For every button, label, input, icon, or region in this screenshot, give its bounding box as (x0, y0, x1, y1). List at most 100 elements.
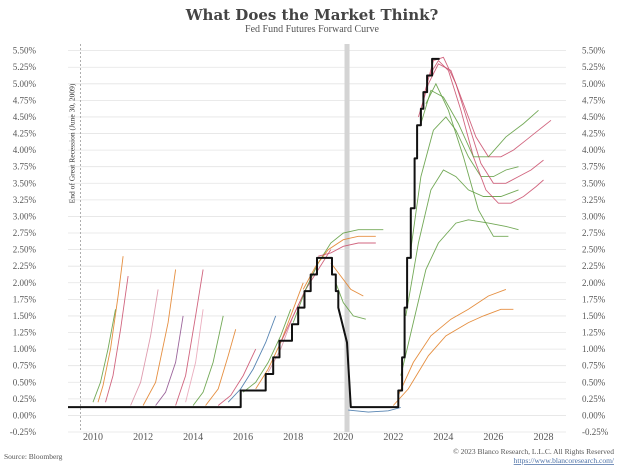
y-tick-label-right: 1.00% (582, 344, 606, 354)
x-tick-label: 2020 (333, 432, 353, 443)
forward-curve-line (335, 282, 366, 320)
y-tick-label-right: 4.25% (582, 129, 606, 139)
forward-curve-line (302, 235, 376, 290)
y-tick-label-right: -0.25% (582, 427, 609, 437)
x-tick-label: 2016 (233, 432, 253, 443)
y-tick-label-right: 0.75% (582, 361, 606, 371)
chart-subtitle: Fed Fund Futures Forward Curve (245, 24, 379, 35)
forward-curve-line (185, 309, 204, 403)
forward-curve-line (130, 289, 159, 406)
y-tick-label-right: 5.00% (582, 79, 606, 89)
copyright-note: © 2023 Blanco Research, L.L.C. All Right… (453, 447, 614, 456)
forward-curve-line (205, 329, 237, 406)
forward-curve-line (142, 269, 177, 406)
forward-curves (92, 56, 552, 413)
y-tick-label-right: 1.75% (582, 294, 606, 304)
forward-curve-line (217, 348, 257, 406)
y-tick-label-right: 4.50% (582, 112, 606, 122)
y-tick-label-right: 2.00% (582, 278, 606, 288)
y-tick-label-left: 0.00% (13, 410, 37, 420)
y-tick-label-right: 5.50% (582, 46, 606, 56)
x-tick-label: 2026 (483, 432, 503, 443)
forward-curve-line (425, 82, 509, 237)
vertical-markers (80, 44, 350, 432)
covid-marker-band (344, 44, 350, 432)
forward-curve-line (420, 89, 539, 158)
y-tick-label-left: 4.75% (13, 95, 37, 105)
forward-curve-line (242, 309, 292, 393)
forward-curve-line (428, 59, 544, 204)
recession-annotation: End of Great Recession (June 30, 2009) (68, 83, 77, 203)
x-tick-label: 2028 (533, 432, 553, 443)
x-tick-label: 2018 (283, 432, 303, 443)
forward-curve-line (422, 56, 544, 184)
y-tick-label-right: 3.00% (582, 211, 606, 221)
y-tick-label-right: 5.25% (582, 62, 606, 72)
y-tick-label-right: 2.75% (582, 228, 606, 238)
y-tick-label-left: 3.00% (13, 211, 37, 221)
fed-funds-actual (68, 57, 440, 409)
y-tick-label-right: 3.75% (582, 162, 606, 172)
forward-curve-line (227, 315, 277, 403)
y-tick-label-right: 0.50% (582, 377, 606, 387)
forward-curve-line (92, 309, 116, 403)
y-tick-label-left: 1.75% (13, 294, 37, 304)
forward-curve-line (410, 116, 519, 250)
y-tick-label-left: 4.25% (13, 129, 37, 139)
forward-curve-line (292, 229, 384, 323)
source-note: Source: Bloomberg (4, 452, 63, 461)
y-tick-label-right: 1.25% (582, 328, 606, 338)
x-tick-label: 2014 (183, 432, 203, 443)
gridlines (68, 50, 566, 433)
source-url[interactable]: https://www.blancoresearch.com/ (514, 456, 615, 465)
x-tick-label: 2010 (83, 432, 103, 443)
x-tick-label: 2022 (383, 432, 403, 443)
forward-curve-line (155, 315, 184, 406)
y-tick-label-left: 1.50% (13, 311, 37, 321)
y-tick-label-right: 2.50% (582, 245, 606, 255)
forward-curve-line (405, 169, 519, 316)
forward-curve-line (392, 308, 514, 406)
chart-title: What Does the Market Think? (185, 6, 439, 24)
y-tick-label-left: 2.75% (13, 228, 37, 238)
y-tick-label-left: 2.00% (13, 278, 37, 288)
y-tick-label-right: 3.25% (582, 195, 606, 205)
forward-curve-line (192, 315, 224, 406)
forward-curve-line (400, 219, 519, 376)
y-tick-label-left: 5.25% (13, 62, 37, 72)
forward-curve-line (105, 276, 129, 403)
y-tick-label-right: 3.50% (582, 178, 606, 188)
forward-curve-line (330, 262, 364, 297)
forward-curve-line (417, 63, 552, 158)
x-tick-label: 2012 (133, 432, 153, 443)
y-tick-label-left: 2.50% (13, 245, 37, 255)
y-tick-label-left: 5.00% (13, 79, 37, 89)
fed-funds-rate-line (68, 57, 440, 409)
y-tick-label-right: 4.75% (582, 95, 606, 105)
y-tick-label-left: 5.50% (13, 46, 37, 56)
y-tick-label-right: 0.25% (582, 394, 606, 404)
y-tick-label-right: 2.25% (582, 261, 606, 271)
y-tick-label-right: 4.00% (582, 145, 606, 155)
y-axis-left: -0.25% 0.00% 0.25% 0.50% 0.75% 1.00% 1.25% 1.50… (10, 46, 37, 437)
forward-curve-line (397, 288, 507, 396)
y-tick-label-left: 4.50% (13, 112, 37, 122)
y-tick-label-left: 3.75% (13, 162, 37, 172)
y-tick-label-left: 0.50% (13, 377, 37, 387)
y-tick-label-left: 4.00% (13, 145, 37, 155)
y-tick-label-left: 1.25% (13, 328, 37, 338)
x-tick-label: 2024 (433, 432, 453, 443)
x-axis: 2010 2012 2014 2016 2018 2020 2022 2024 2026 2028 (83, 432, 553, 443)
y-tick-label-left: 0.75% (13, 361, 37, 371)
y-tick-label-left: -0.25% (10, 427, 37, 437)
forward-curve-line (318, 242, 376, 257)
y-tick-label-left: 3.25% (13, 195, 37, 205)
y-tick-label-left: 0.25% (13, 394, 37, 404)
forward-curve-line (255, 282, 304, 390)
y-tick-label-left: 2.25% (13, 261, 37, 271)
y-tick-label-left: 1.00% (13, 344, 37, 354)
forward-curve-line (348, 407, 401, 413)
forward-curve-line (97, 256, 124, 403)
forward-curve-line (175, 269, 204, 406)
